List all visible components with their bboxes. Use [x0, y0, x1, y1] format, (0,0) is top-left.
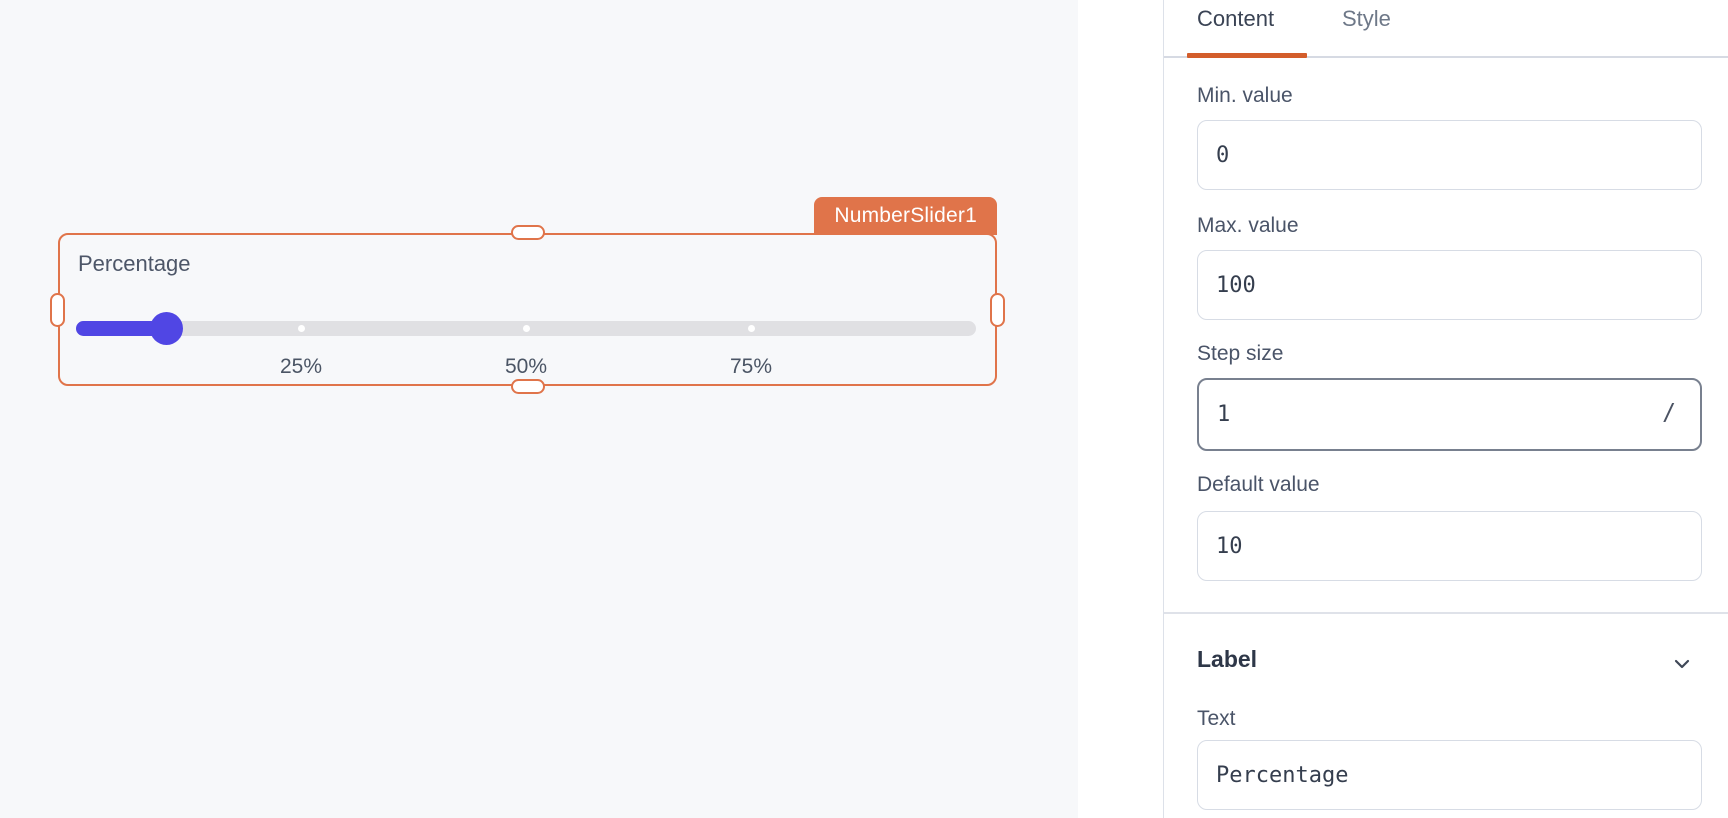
editor-canvas[interactable]: NumberSlider1 Percentage 25% 50% 75%	[0, 0, 1078, 818]
slider-fill	[76, 321, 166, 336]
inspector-tabs: Content Style	[1164, 0, 1728, 58]
numberslider-component[interactable]: NumberSlider1 Percentage 25% 50% 75%	[50, 197, 1005, 394]
slider-thumb[interactable]	[149, 312, 183, 345]
tab-style[interactable]: Style	[1342, 6, 1391, 31]
max-value-label: Max. value	[1197, 214, 1299, 237]
slider-tick-50: 50%	[504, 355, 548, 378]
step-size-input[interactable]	[1197, 378, 1702, 451]
slider-dot-25	[297, 325, 305, 332]
active-tab-underline	[1187, 53, 1307, 58]
resize-handle-top[interactable]	[510, 225, 545, 240]
label-text-label: Text	[1197, 707, 1236, 730]
resize-handle-right[interactable]	[990, 292, 1005, 327]
slider-dot-75	[747, 325, 755, 332]
label-text-input[interactable]	[1197, 740, 1702, 810]
default-value-input[interactable]	[1197, 511, 1702, 581]
component-name-tag[interactable]: NumberSlider1	[814, 197, 997, 235]
step-size-label: Step size	[1197, 342, 1284, 365]
slash-shortcut-hint: /	[1662, 400, 1676, 426]
min-value-input[interactable]	[1197, 120, 1702, 190]
tab-content[interactable]: Content	[1197, 6, 1275, 31]
resize-handle-left[interactable]	[50, 292, 65, 327]
max-value-input[interactable]	[1197, 250, 1702, 320]
section-divider	[1164, 612, 1728, 614]
inspector-panel: Content Style Min. value Max. value Step…	[1163, 0, 1728, 818]
resize-handle-bottom[interactable]	[510, 379, 545, 394]
min-value-label: Min. value	[1197, 84, 1293, 107]
slider-track[interactable]: 25% 50% 75%	[76, 312, 976, 378]
slider-label: Percentage	[78, 251, 191, 276]
chevron-down-icon[interactable]	[1670, 652, 1694, 676]
default-value-label: Default value	[1197, 473, 1320, 496]
slider-tick-75: 75%	[729, 355, 773, 378]
slider-tick-25: 25%	[279, 355, 323, 378]
label-section-title: Label	[1197, 646, 1258, 672]
slider-dot-50	[522, 325, 530, 332]
